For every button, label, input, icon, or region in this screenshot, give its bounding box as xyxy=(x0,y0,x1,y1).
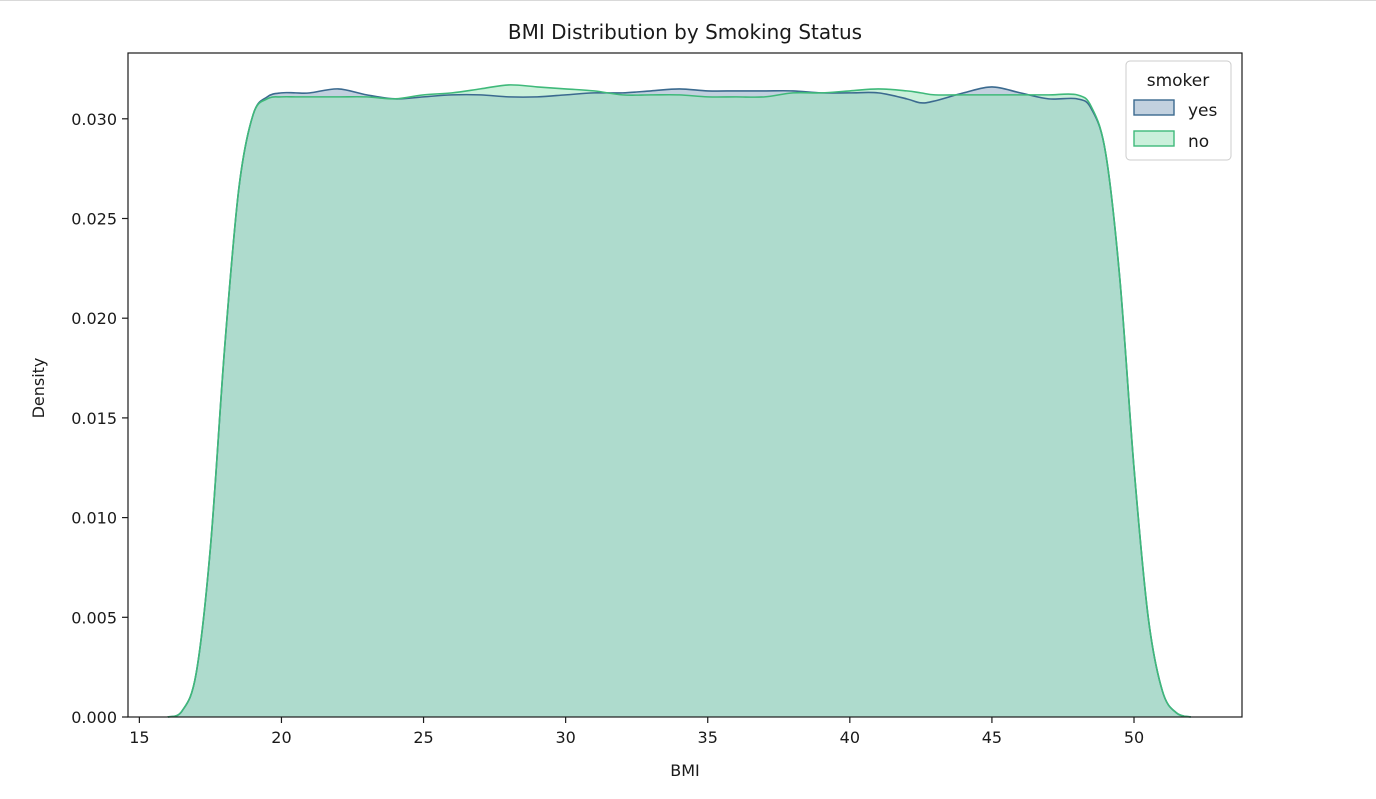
x-axis-label: BMI xyxy=(670,761,700,780)
y-tick-label: 0.025 xyxy=(71,210,117,229)
x-tick-label: 35 xyxy=(698,728,718,747)
plot-frame xyxy=(127,52,1243,718)
x-tick-label: 45 xyxy=(982,728,1002,747)
y-axis-ticks: 0.000 0.005 0.010 0.015 0.020 0.025 0.030 xyxy=(71,110,128,727)
x-tick-label: 25 xyxy=(413,728,433,747)
density-fills xyxy=(167,84,1191,718)
y-tick-label: 0.000 xyxy=(71,708,117,727)
x-tick-label: 20 xyxy=(271,728,291,747)
y-tick-label: 0.005 xyxy=(71,608,117,627)
legend: smoker yes no xyxy=(1125,60,1232,161)
x-axis-ticks: 15 20 25 30 35 40 45 50 xyxy=(129,717,1144,747)
legend-swatch-yes xyxy=(1133,99,1175,116)
y-axis-label: Density xyxy=(29,358,48,419)
y-tick-label: 0.020 xyxy=(71,309,117,328)
y-tick-label: 0.010 xyxy=(71,509,117,528)
chart-title: BMI Distribution by Smoking Status xyxy=(508,20,862,44)
density-line-no xyxy=(167,84,1192,718)
legend-swatch-no xyxy=(1133,130,1175,147)
y-tick-label: 0.015 xyxy=(71,409,117,428)
x-tick-label: 40 xyxy=(840,728,860,747)
density-lines xyxy=(167,84,1192,718)
legend-label-yes: yes xyxy=(1188,101,1218,121)
legend-label-no: no xyxy=(1188,132,1209,152)
x-tick-label: 30 xyxy=(555,728,575,747)
x-tick-label: 15 xyxy=(129,728,149,747)
density-area-no xyxy=(167,84,1191,718)
legend-title: smoker xyxy=(1147,71,1210,91)
y-tick-label: 0.030 xyxy=(71,110,117,129)
top-border xyxy=(0,0,1376,1)
x-tick-label: 50 xyxy=(1124,728,1144,747)
